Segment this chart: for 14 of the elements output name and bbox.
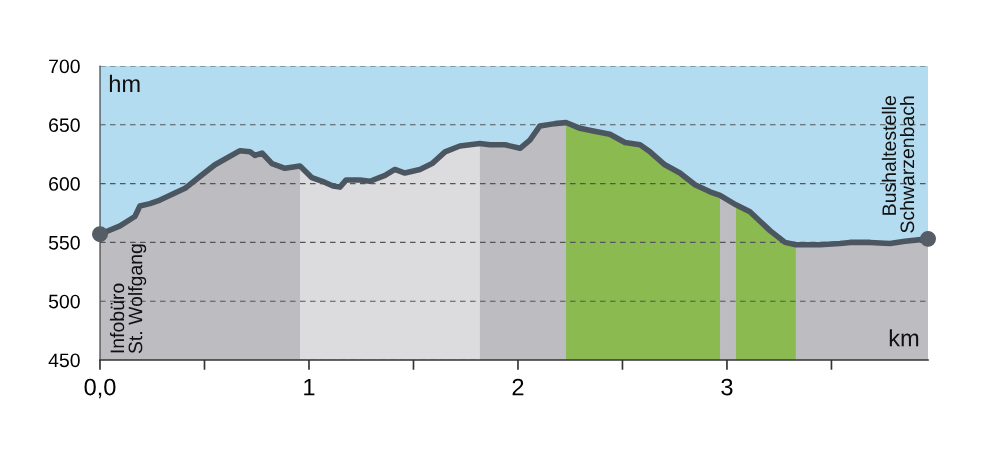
y-tick-label: 550 xyxy=(48,235,80,250)
y-tick-label: 700 xyxy=(49,59,80,74)
x-tick-label: 3 xyxy=(721,378,733,396)
y-tick-label: 450 xyxy=(48,353,80,368)
annotation: hm xyxy=(109,74,140,92)
y-tick-label: 500 xyxy=(48,294,80,309)
annotation: km xyxy=(889,329,919,347)
annotation: Bushaltestelle Schwarzenbach xyxy=(881,96,915,233)
x-tick-label: 2 xyxy=(512,378,524,396)
x-tick-label: 1 xyxy=(304,378,315,396)
annotation: Infobüro St. Wolfgang xyxy=(109,244,147,354)
x-tick-label: 0,0 xyxy=(84,378,116,399)
y-tick-label: 650 xyxy=(49,118,80,133)
y-tick-label: 600 xyxy=(49,177,80,191)
